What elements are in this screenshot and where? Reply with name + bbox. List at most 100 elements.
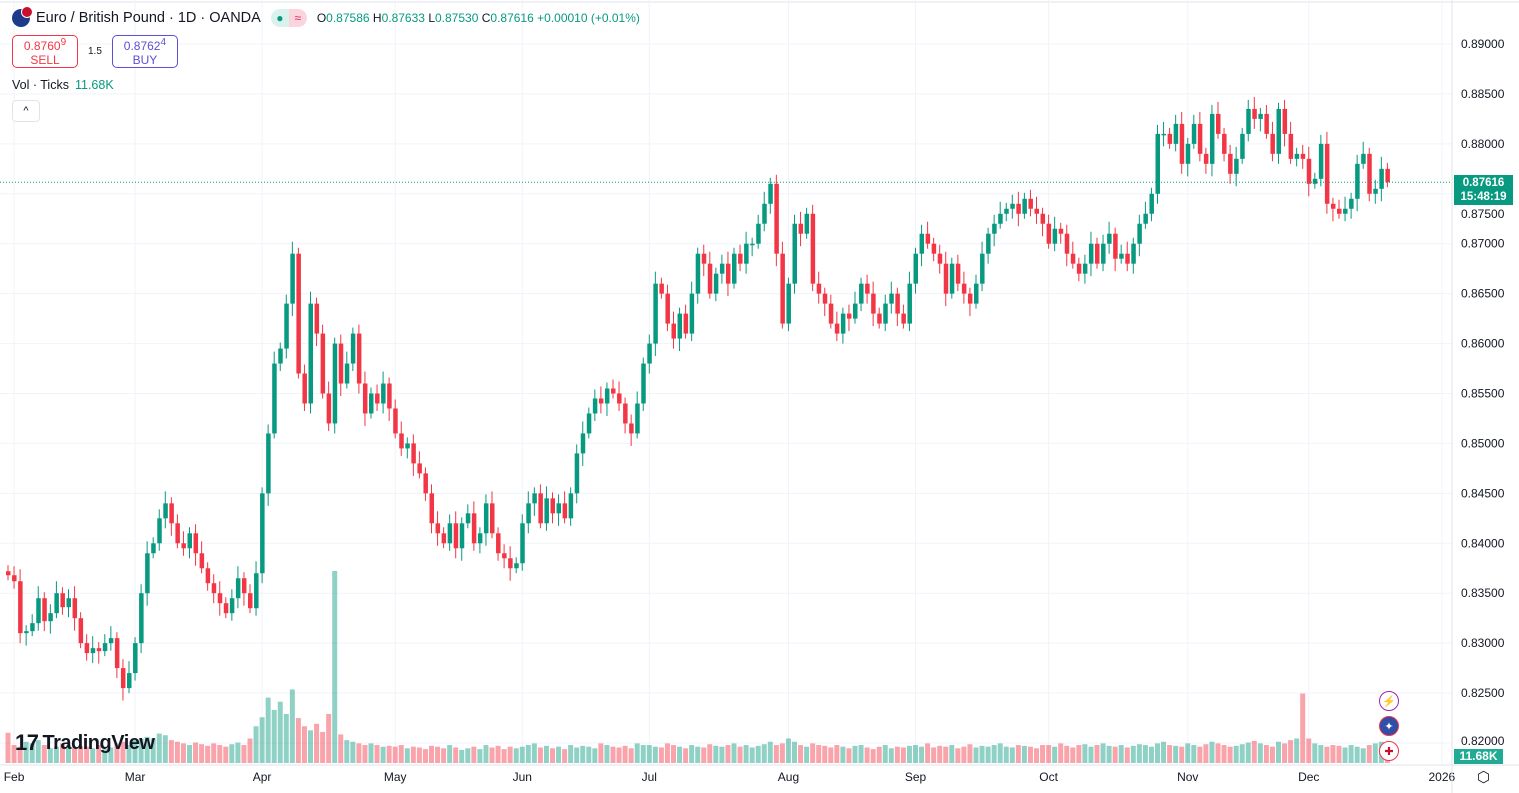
- candle-body: [6, 571, 11, 576]
- candle-body: [895, 293, 900, 314]
- candle-body: [1101, 243, 1106, 264]
- candle-body: [659, 283, 664, 294]
- volume-bar: [767, 741, 773, 763]
- volume-bar: [174, 741, 180, 763]
- axis-settings-icon[interactable]: ⬡: [1477, 769, 1491, 786]
- volume-bar: [114, 743, 120, 763]
- volume-bar: [876, 746, 882, 763]
- candle-body: [556, 503, 562, 514]
- candle-body: [193, 533, 199, 554]
- volume-bar: [967, 744, 973, 763]
- volume-bar: [1197, 746, 1203, 763]
- volume-bar: [1276, 741, 1281, 763]
- candle-body: [943, 263, 949, 294]
- candle-body: [998, 213, 1003, 224]
- volume-bar: [162, 735, 168, 763]
- candle-body: [447, 523, 453, 544]
- volume-bar: [652, 746, 658, 763]
- candle-body: [1240, 133, 1245, 159]
- volume-bar: [344, 740, 350, 763]
- x-tick-label: Feb: [4, 770, 25, 784]
- candle-body: [471, 513, 477, 544]
- lightning-event-icon[interactable]: ⚡: [1379, 691, 1399, 711]
- volume-bar: [574, 747, 580, 763]
- volume-bar: [410, 746, 416, 763]
- eur-gbp-flag-icon: [12, 6, 33, 27]
- volume-bar: [66, 745, 71, 763]
- candle-body: [725, 263, 731, 284]
- candle-body: [1046, 223, 1052, 244]
- candle-body: [1173, 123, 1179, 144]
- candle-body: [12, 575, 17, 582]
- y-tick-label: 0.84000: [1461, 536, 1505, 550]
- volume-bar: [937, 745, 943, 763]
- candle-body: [72, 598, 78, 619]
- volume-bar: [459, 749, 465, 763]
- volume-bar: [519, 746, 525, 763]
- candle-body: [314, 303, 320, 334]
- y-tick-label: 0.89000: [1461, 37, 1505, 51]
- volume-bar: [17, 746, 23, 763]
- volume-bar: [126, 745, 132, 763]
- spread-value: 1.5: [88, 46, 102, 57]
- volume-bar: [132, 740, 138, 763]
- candle-body: [139, 593, 144, 644]
- volume-bar: [1076, 745, 1082, 763]
- candle-body: [810, 213, 816, 284]
- uk-flag-event-icon[interactable]: ✚: [1379, 741, 1399, 761]
- volume-bar: [356, 743, 362, 763]
- candle-body: [350, 333, 356, 364]
- candle-body: [120, 668, 126, 689]
- candle-body: [665, 293, 670, 324]
- tradingview-logo[interactable]: 17 TradingView: [15, 730, 155, 756]
- collapse-legend-button[interactable]: ^: [12, 100, 40, 122]
- candle-body: [955, 263, 961, 284]
- candle-body: [441, 533, 447, 544]
- candle-body: [477, 533, 483, 544]
- candle-body: [1064, 233, 1070, 254]
- candle-body: [629, 423, 634, 434]
- x-tick-label: Mar: [125, 770, 146, 784]
- candle-body: [241, 578, 247, 594]
- candle-body: [102, 643, 108, 652]
- volume-bar: [737, 746, 743, 763]
- symbol-title[interactable]: Euro / British Pound · 1D · OANDA: [36, 10, 261, 26]
- volume-bar: [199, 744, 205, 763]
- candle-body: [1010, 203, 1015, 209]
- status-pill[interactable]: ● ≈: [270, 9, 307, 27]
- candle-body: [1209, 113, 1215, 164]
- high-value: 0.87633: [381, 11, 425, 25]
- market-open-icon: ●: [270, 9, 289, 27]
- volume-bar: [568, 745, 574, 763]
- y-tick-label: 0.86000: [1461, 337, 1505, 351]
- volume-bar: [507, 746, 513, 763]
- candle-body: [405, 443, 410, 449]
- volume-bar: [144, 736, 150, 763]
- sell-button[interactable]: 0.87609 SELL: [12, 35, 78, 68]
- volume-bar: [41, 745, 47, 763]
- volume-bar: [840, 746, 846, 763]
- candle-body: [774, 183, 779, 254]
- volume-bar: [1130, 745, 1136, 763]
- candle-body: [483, 503, 489, 534]
- volume-legend[interactable]: Vol · Ticks 11.68K: [12, 78, 114, 92]
- candle-body: [1318, 143, 1324, 179]
- candle-body: [677, 313, 683, 339]
- open-label: O: [316, 11, 327, 25]
- candle-body: [369, 393, 374, 414]
- volume-bar: [429, 745, 434, 763]
- volume-bar: [1336, 745, 1342, 763]
- volume-bar: [271, 709, 277, 763]
- buy-button[interactable]: 0.87624 BUY: [111, 35, 178, 68]
- candle-body: [859, 283, 864, 304]
- volume-bar: [550, 748, 555, 763]
- eu-flag-event-icon[interactable]: ✦: [1379, 716, 1399, 736]
- volume-bar: [229, 744, 235, 763]
- volume-bar: [537, 747, 543, 763]
- candle-body: [907, 283, 912, 324]
- volume-bar: [731, 743, 737, 763]
- y-tick-label: 0.88000: [1461, 137, 1505, 151]
- candle-body: [24, 631, 29, 634]
- candle-body: [901, 313, 906, 324]
